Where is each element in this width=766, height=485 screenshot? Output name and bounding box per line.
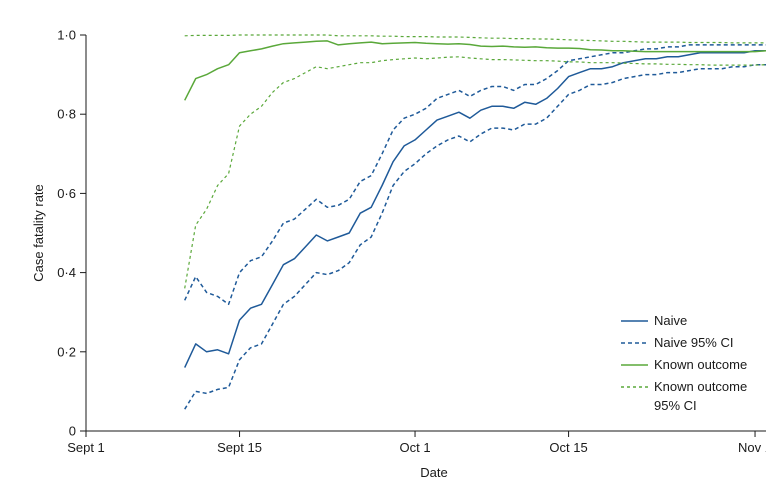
y-tick-label: 1·0 (57, 28, 76, 43)
legend-label: Known outcome (654, 357, 747, 372)
legend-label: Naive 95% CI (654, 335, 733, 350)
y-tick-label: 0·4 (57, 265, 76, 280)
series-line-3 (184, 40, 766, 101)
series-line-4 (184, 34, 766, 44)
series-line-5 (184, 56, 766, 289)
x-axis-title: Date (420, 465, 447, 480)
legend-label-line2: 95% CI (654, 398, 697, 413)
axes-layer (85, 35, 766, 432)
y-axis-title: Case fatality rate (31, 184, 46, 282)
x-tick-label: Nov 1 (738, 440, 766, 455)
series-layer (184, 34, 766, 410)
y-tick-label: 0·6 (57, 186, 76, 201)
series-line-1 (184, 44, 766, 306)
legend: Naive Naive 95% CI Known outcome Known outc… (621, 313, 747, 413)
legend-label: Known outcome (654, 379, 747, 394)
y-tick-label: 0·8 (57, 107, 76, 122)
x-tick-label: Oct 1 (399, 440, 430, 455)
series-line-0 (184, 50, 766, 368)
series-line-2 (184, 63, 766, 410)
x-tick-label: Sept 15 (217, 440, 262, 455)
y-tick-label: 0·2 (57, 344, 76, 359)
x-ticks: Sept 1 Sept 15 Oct 1 Oct 15 Nov 1 (67, 431, 766, 455)
x-tick-label: Sept 1 (67, 440, 105, 455)
y-ticks: 0 0·2 0·4 0·6 0·8 1·0 (57, 28, 86, 439)
legend-label: Naive (654, 313, 687, 328)
y-tick-label: 0 (69, 424, 76, 439)
x-tick-label: Oct 15 (549, 440, 587, 455)
